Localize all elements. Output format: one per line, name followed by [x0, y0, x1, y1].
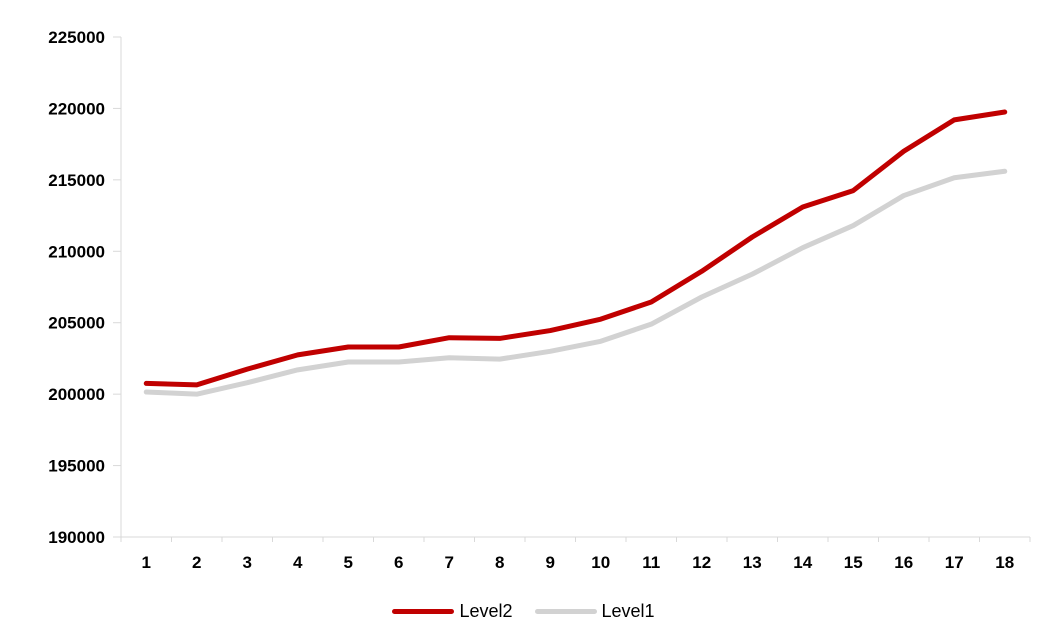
x-tick-label: 11	[642, 553, 660, 572]
y-tick-label: 190000	[48, 528, 105, 547]
y-tick-label: 200000	[48, 385, 105, 404]
x-tick-label: 14	[793, 553, 812, 572]
x-tick-label: 13	[743, 553, 762, 572]
legend-item-level1: Level1	[534, 601, 655, 621]
x-tick-label: 6	[394, 553, 403, 572]
y-tick-label: 215000	[48, 171, 105, 190]
chart-legend: Level2 Level1	[0, 602, 1047, 620]
legend-label-level1: Level1	[601, 601, 655, 621]
x-tick-label: 8	[495, 553, 504, 572]
x-tick-label: 15	[844, 553, 863, 572]
series-line-level1	[143, 168, 1008, 397]
x-tick-label: 1	[142, 553, 151, 572]
x-tick-label: 5	[344, 553, 353, 572]
y-tick-label: 210000	[48, 242, 105, 261]
x-tick-label: 16	[894, 553, 913, 572]
x-tick-label: 3	[243, 553, 252, 572]
legend-label-level2: Level2	[459, 601, 513, 621]
x-tick-label: 12	[692, 553, 711, 572]
legend-line-sample-level2	[392, 608, 455, 614]
axis-lines	[120, 37, 1030, 538]
series-line-level2	[143, 109, 1008, 388]
x-tick-label: 9	[546, 553, 555, 572]
x-tick-label: 10	[591, 553, 610, 572]
x-tick-label: 4	[293, 553, 303, 572]
x-tick-label: 7	[445, 553, 454, 572]
x-tick-label: 2	[192, 553, 201, 572]
y-tick-label: 205000	[48, 314, 105, 333]
y-tick-label: 195000	[48, 457, 105, 476]
x-tick-label: 18	[995, 553, 1014, 572]
y-tick-label: 225000	[48, 28, 105, 47]
y-tick-label: 220000	[48, 99, 105, 118]
legend-item-level2: Level2	[392, 601, 513, 621]
x-tick-label: 17	[945, 553, 964, 572]
legend-line-sample-level1	[534, 608, 597, 614]
